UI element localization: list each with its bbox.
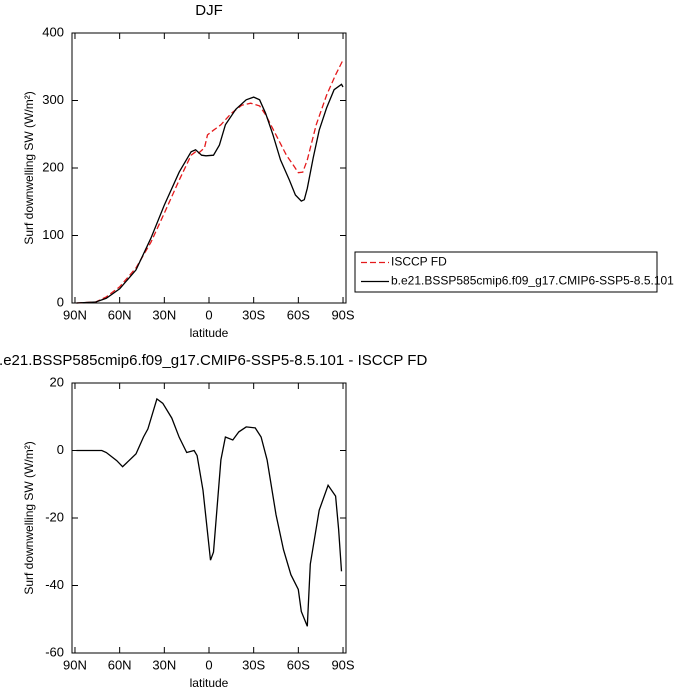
x-tick-label: 30N bbox=[152, 657, 176, 672]
x-tick-label: 90S bbox=[331, 307, 354, 322]
x-tick-label: 30N bbox=[152, 307, 176, 322]
data-line bbox=[76, 59, 344, 304]
y-tick-label: 300 bbox=[42, 92, 64, 107]
y-tick-label: 20 bbox=[50, 374, 64, 389]
legend-box bbox=[354, 251, 658, 293]
x-tick-label: 60S bbox=[287, 307, 310, 322]
x-tick-label: 60S bbox=[287, 657, 310, 672]
data-line bbox=[76, 83, 344, 304]
y-tick-label: -20 bbox=[45, 509, 64, 524]
y-tick-label: 400 bbox=[42, 24, 64, 39]
x-tick-label: 60N bbox=[108, 657, 132, 672]
legend-label: b.e21.BSSP585cmip6.f09_g17.CMIP6-SSP5-8.… bbox=[391, 274, 674, 288]
y-tick-label: 200 bbox=[42, 159, 64, 174]
data-line bbox=[76, 397, 343, 627]
x-tick-label: 0 bbox=[205, 657, 212, 672]
chart-title: DJF bbox=[195, 2, 223, 19]
x-tick-label: 90N bbox=[63, 657, 87, 672]
x-axis-label: latitude bbox=[190, 326, 229, 340]
x-axis-label: latitude bbox=[190, 676, 229, 690]
y-tick-label: 100 bbox=[42, 227, 64, 242]
x-tick-label: 0 bbox=[205, 307, 212, 322]
y-axis-label: Surf downwelling SW (W/m²) bbox=[22, 441, 36, 594]
chart-title: b.e21.BSSP585cmip6.f09_g17.CMIP6-SSP5-8.… bbox=[0, 352, 427, 369]
legend-label: ISCCP FD bbox=[391, 255, 447, 269]
x-tick-label: 90S bbox=[331, 657, 354, 672]
y-tick-label: -40 bbox=[45, 577, 64, 592]
x-tick-label: 30S bbox=[242, 657, 265, 672]
y-tick-label: 0 bbox=[57, 294, 64, 309]
x-tick-label: 60N bbox=[108, 307, 132, 322]
plot-frame bbox=[71, 382, 347, 654]
x-tick-label: 90N bbox=[63, 307, 87, 322]
x-tick-label: 30S bbox=[242, 307, 265, 322]
y-tick-label: 0 bbox=[57, 442, 64, 457]
y-tick-label: -60 bbox=[45, 644, 64, 659]
y-axis-label: Surf downwelling SW (W/m²) bbox=[22, 91, 36, 244]
